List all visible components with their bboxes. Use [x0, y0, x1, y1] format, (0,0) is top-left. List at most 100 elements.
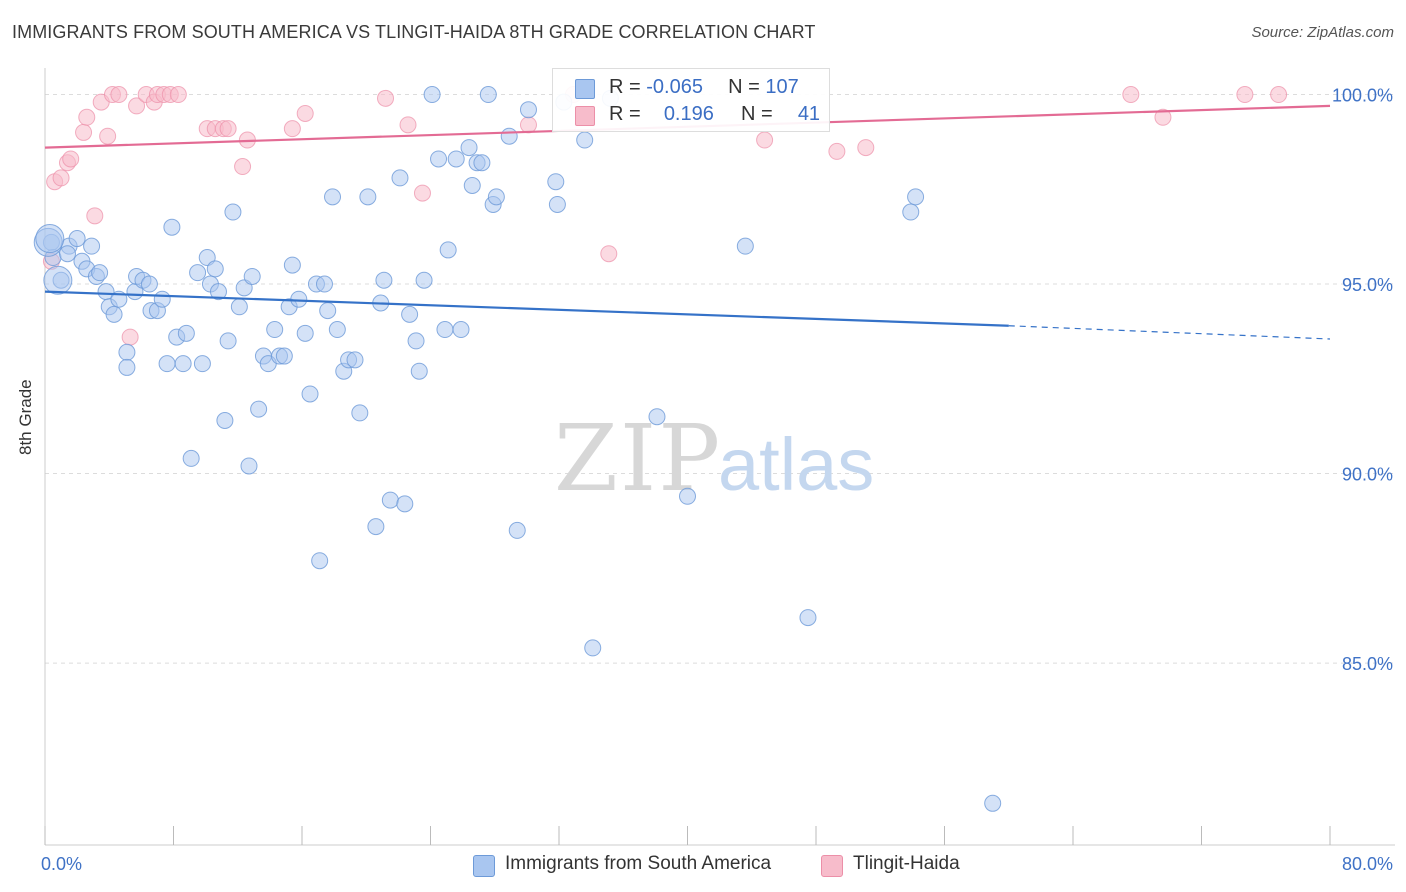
- blue-swatch-icon: [575, 79, 595, 99]
- data-point: [118, 343, 136, 361]
- tick-labels: 85.0% 90.0% 95.0% 100.0% 0.0% 80.0%: [41, 86, 1393, 874]
- data-point: [99, 127, 117, 145]
- data-point: [240, 457, 258, 475]
- data-point: [857, 139, 875, 157]
- data-point: [328, 321, 346, 339]
- data-point: [216, 411, 234, 429]
- data-point: [351, 404, 369, 422]
- axes: [44, 68, 1395, 846]
- trend-line-south-america: [44, 290, 1009, 327]
- r-value: 0.196: [663, 103, 714, 125]
- data-point: [52, 169, 70, 187]
- data-point: [266, 321, 284, 339]
- data-point: [324, 188, 342, 206]
- data-point: [86, 207, 104, 225]
- pink-swatch-icon: [575, 106, 595, 126]
- data-point: [35, 224, 65, 254]
- data-point: [407, 332, 425, 350]
- r-value: -0.065: [646, 76, 703, 98]
- data-point: [396, 495, 414, 513]
- data-point: [828, 142, 846, 160]
- y-tick-label: 85.0%: [1342, 654, 1393, 674]
- n-value: 107: [765, 76, 799, 98]
- data-point: [110, 86, 128, 104]
- data-point: [519, 101, 537, 119]
- data-point: [230, 298, 248, 316]
- data-point: [346, 351, 364, 369]
- data-point: [410, 362, 428, 380]
- data-point: [105, 305, 123, 323]
- data-point: [234, 158, 252, 176]
- source-credit: Source: ZipAtlas.com: [1251, 24, 1394, 41]
- data-point: [177, 324, 195, 342]
- data-point: [984, 794, 1002, 812]
- data-point: [359, 188, 377, 206]
- data-point: [423, 86, 441, 104]
- data-point: [548, 195, 566, 213]
- data-point: [153, 290, 171, 308]
- tlingit-haida-points: [42, 86, 1288, 346]
- data-point: [78, 108, 96, 126]
- data-point: [479, 86, 497, 104]
- data-point: [1270, 86, 1288, 104]
- data-point: [584, 639, 602, 657]
- r-label: R =: [609, 103, 641, 125]
- y-tick-label: 95.0%: [1342, 275, 1393, 295]
- data-point: [189, 264, 207, 282]
- data-point: [290, 290, 308, 308]
- data-point: [121, 328, 139, 346]
- data-point: [283, 120, 301, 138]
- data-point: [83, 237, 101, 255]
- data-point: [736, 237, 754, 255]
- data-point: [174, 355, 192, 373]
- data-point: [224, 203, 242, 221]
- data-point: [206, 260, 224, 278]
- data-point: [452, 321, 470, 339]
- data-point: [907, 188, 925, 206]
- data-point: [500, 127, 518, 145]
- data-point: [375, 271, 393, 289]
- y-tick-label: 90.0%: [1342, 465, 1393, 485]
- data-point: [401, 305, 419, 323]
- watermark-zip: ZIP: [554, 405, 722, 512]
- r-label: R =: [609, 76, 641, 98]
- data-point: [430, 150, 448, 168]
- data-point: [140, 275, 158, 293]
- data-point: [399, 116, 417, 134]
- data-point: [381, 491, 399, 509]
- data-point: [439, 241, 457, 259]
- data-point: [209, 283, 227, 301]
- data-point: [508, 521, 526, 539]
- data-point: [243, 267, 261, 285]
- data-point: [547, 173, 565, 191]
- y-axis-title: 8th Grade: [16, 379, 35, 455]
- n-label: N =: [741, 103, 773, 125]
- data-point: [275, 347, 293, 365]
- pink-swatch-icon: [821, 855, 843, 877]
- data-point: [487, 188, 505, 206]
- y-tick-label: 100.0%: [1332, 86, 1393, 106]
- stats-legend: R = -0.065 N = 107 R = 0.196 N = 41: [552, 68, 830, 132]
- watermark: ZIP atlas: [554, 405, 874, 512]
- data-point: [163, 218, 181, 236]
- n-value: 41: [797, 103, 821, 125]
- grid-lines: [45, 94, 1395, 664]
- data-point: [367, 518, 385, 536]
- blue-swatch-icon: [473, 855, 495, 877]
- watermark-atlas: atlas: [718, 423, 874, 506]
- data-point: [315, 275, 333, 293]
- data-point: [62, 150, 80, 168]
- data-point: [296, 324, 314, 342]
- data-point: [391, 169, 409, 187]
- data-point: [43, 265, 73, 295]
- data-point: [128, 97, 146, 115]
- data-point: [519, 116, 537, 134]
- data-point: [679, 487, 696, 505]
- data-point: [600, 245, 618, 263]
- data-point: [902, 203, 920, 221]
- data-point: [1236, 86, 1254, 104]
- data-point: [319, 302, 337, 320]
- trend-line-extension: [1008, 325, 1331, 340]
- chart-title: IMMIGRANTS FROM SOUTH AMERICA VS TLINGIT…: [12, 22, 816, 42]
